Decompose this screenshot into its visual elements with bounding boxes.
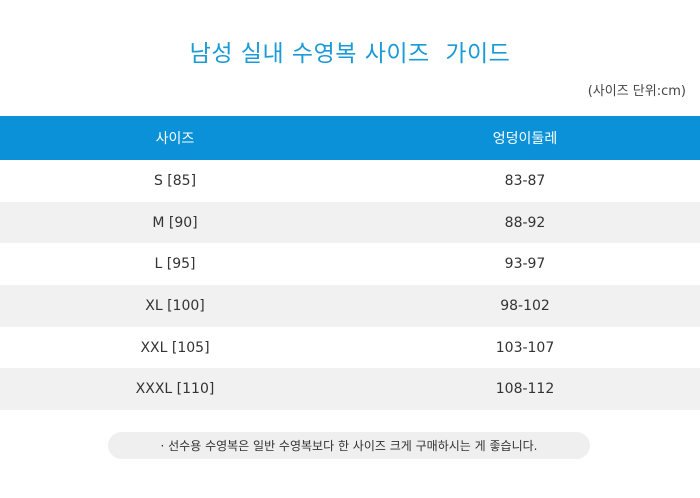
unit-note: (사이즈 단위:cm) (587, 84, 686, 99)
size-cell: XXL [105] (140, 339, 210, 356)
hip-cell: 83-87 (504, 172, 546, 189)
table-row: XL [100] 98-102 (0, 285, 700, 327)
hip-cell: 98-102 (500, 297, 550, 314)
footnote: · 선수용 수영복은 일반 수영복보다 한 사이즈 크게 구매하시는 게 좋습니… (108, 432, 590, 459)
table-row: L [95] 93-97 (0, 243, 700, 285)
header-size: 사이즈 (155, 131, 195, 147)
size-cell: S [85] (153, 172, 197, 189)
size-cell: XL [100] (145, 297, 205, 314)
table-row: XXXL [110] 108-112 (0, 368, 700, 411)
table-row: S [85] 83-87 (0, 160, 700, 202)
hip-cell: 108-112 (495, 381, 555, 398)
size-cell: M [90] (152, 214, 198, 231)
hip-cell: 103-107 (495, 339, 555, 356)
table-row: XXL [105] 103-107 (0, 327, 700, 369)
header-hip: 엉덩이둘레 (492, 131, 558, 147)
size-table: 사이즈 엉덩이둘레 S [85] 83-87 M [90] 88-92 L [9… (0, 116, 700, 411)
size-cell: XXXL [110] (135, 381, 215, 398)
table-row: M [90] 88-92 (0, 201, 700, 244)
page-title: 남성 실내 수영복 사이즈 가이드 (189, 41, 511, 67)
hip-cell: 93-97 (504, 256, 546, 273)
size-cell: L [95] (154, 256, 196, 273)
hip-cell: 88-92 (504, 214, 546, 231)
table-header: 사이즈 엉덩이둘레 (0, 116, 700, 160)
